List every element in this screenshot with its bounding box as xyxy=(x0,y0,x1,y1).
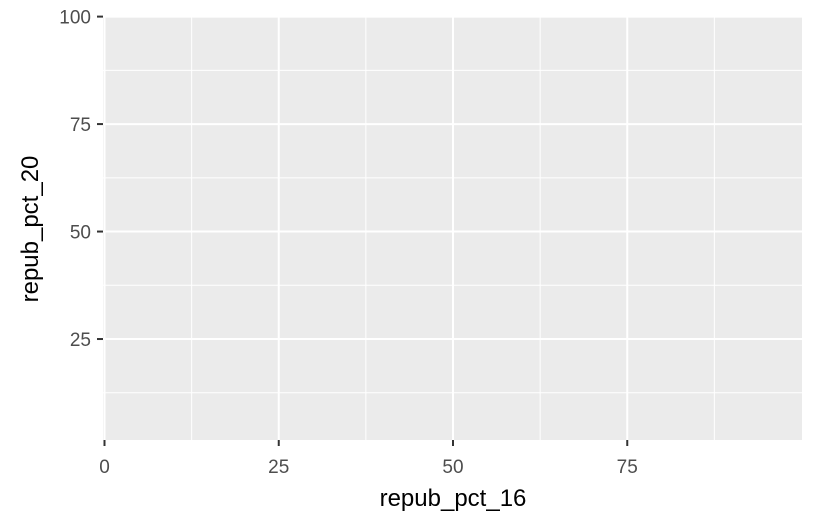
y-tick-label: 75 xyxy=(70,115,91,136)
x-axis-title: repub_pct_16 xyxy=(380,485,527,512)
x-tick-label: 75 xyxy=(617,457,638,478)
y-tick-label: 100 xyxy=(59,8,91,29)
x-axis: 0 25 50 75 xyxy=(99,440,638,478)
major-gridlines xyxy=(103,15,802,440)
y-axis: 25 50 75 100 xyxy=(59,8,103,351)
y-tick-label: 25 xyxy=(70,330,91,351)
x-tick-label: 50 xyxy=(442,457,463,478)
y-tick-label: 50 xyxy=(70,223,91,244)
y-axis-title: repub_pct_20 xyxy=(17,156,44,303)
x-tick-label: 0 xyxy=(99,457,110,478)
x-tick-label: 25 xyxy=(268,457,289,478)
